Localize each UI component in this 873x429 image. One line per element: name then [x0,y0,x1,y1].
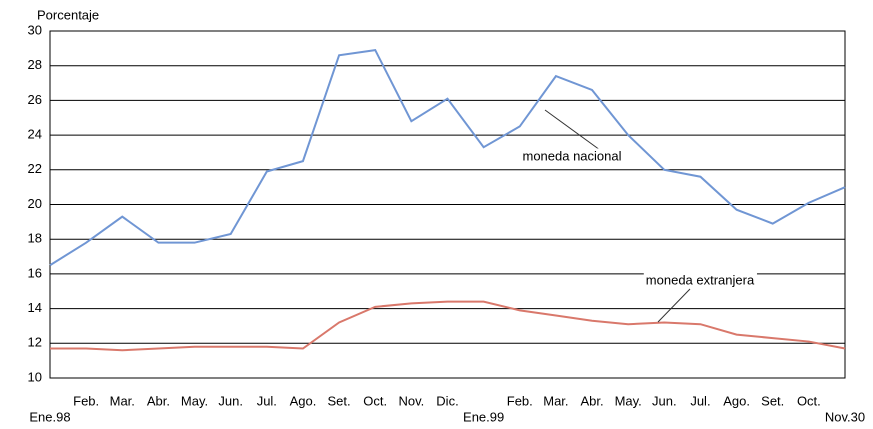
y-tick-label: 30 [28,22,42,37]
y-axis-label: Porcentaje [37,7,99,22]
x-tick-label: Abr. [147,393,170,408]
y-tick-label: 20 [28,196,42,211]
plot-border [49,30,846,379]
series-label-bg [520,148,624,164]
x-tick-label: Ene.99 [463,409,504,424]
y-tick-label: 18 [28,231,42,246]
x-tick-label: Nov. [398,393,424,408]
x-tick-label: Dic. [436,393,458,408]
y-tick-label: 22 [28,161,42,176]
x-tick-label: May. [615,393,642,408]
x-tick-label: May. [181,393,208,408]
x-tick-label: Jul. [257,393,277,408]
x-tick-label: Mar. [543,393,568,408]
y-tick-label: 28 [28,57,42,72]
x-tick-label: Ene.98 [29,409,70,424]
leader-line [544,109,601,151]
x-tick-label: Set. [328,393,351,408]
x-tick-label: Set. [761,393,784,408]
series-label: moneda nacional [522,148,621,163]
x-tick-label: Feb. [73,393,99,408]
x-tick-label: Abr. [580,393,603,408]
series-line [50,300,846,352]
x-tick-label: Ago. [723,393,750,408]
y-tick-label: 24 [28,127,42,142]
series-label-bg [643,272,757,288]
x-tick-label: Mar. [110,393,135,408]
leader-line [657,288,691,323]
x-tick-label: Nov.30 [825,409,865,424]
y-tick-label: 10 [28,369,42,384]
x-tick-label: Oct. [797,393,821,408]
y-tick-label: 12 [28,335,42,350]
x-tick-label: Jun. [218,393,243,408]
x-tick-label: Oct. [363,393,387,408]
y-tick-label: 16 [28,265,42,280]
y-tick-label: 14 [28,300,42,315]
x-tick-label: Ago. [290,393,317,408]
y-tick-label: 26 [28,92,42,107]
x-tick-label: Jul. [690,393,710,408]
series-label: moneda extranjera [646,272,755,287]
x-tick-label: Feb. [507,393,533,408]
x-tick-label: Jun. [652,393,677,408]
series-line [49,48,846,267]
